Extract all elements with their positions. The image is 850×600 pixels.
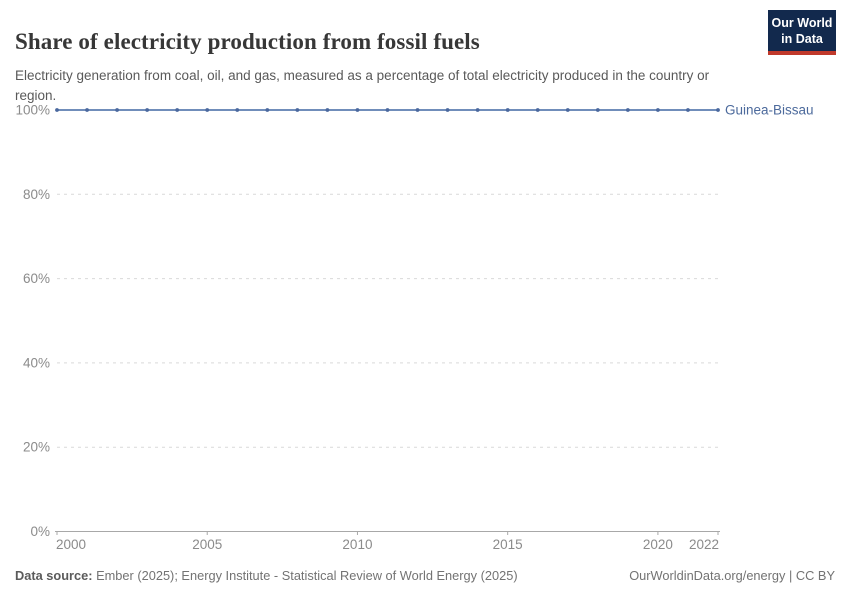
data-point (625, 108, 630, 112)
owid-logo: Our World in Data (768, 10, 836, 55)
data-point (505, 108, 510, 112)
data-point (355, 108, 360, 112)
x-axis-tick-label: 2005 (192, 537, 222, 552)
chart-title: Share of electricity production from fos… (15, 29, 480, 55)
y-axis-tick-label: 100% (15, 103, 50, 118)
series-label: Guinea-Bissau (725, 103, 814, 118)
data-point (415, 108, 420, 112)
y-axis-tick-label: 60% (23, 271, 50, 286)
chart-footer: Data source: Ember (2025); Energy Instit… (15, 568, 835, 583)
x-axis-tick-label: 2015 (493, 537, 523, 552)
owid-logo-line2: in Data (781, 32, 823, 46)
data-point (535, 108, 540, 112)
data-point (475, 108, 480, 112)
data-point (235, 108, 240, 112)
y-axis-tick-label: 0% (30, 524, 50, 539)
x-axis-tick-label: 2022 (689, 537, 719, 552)
data-point (325, 108, 330, 112)
data-point (595, 108, 600, 112)
data-point (385, 108, 390, 112)
y-axis-tick-label: 40% (23, 355, 50, 370)
data-point (565, 108, 570, 112)
y-axis-tick-label: 20% (23, 440, 50, 455)
data-point (85, 108, 89, 112)
data-point (115, 108, 119, 112)
x-axis-tick-label: 2010 (342, 537, 372, 552)
data-point (716, 108, 720, 112)
chart-subtitle: Electricity generation from coal, oil, a… (15, 67, 710, 103)
data-point (686, 108, 690, 112)
data-point (445, 108, 450, 112)
credit-text: OurWorldinData.org/energy | CC BY (629, 568, 835, 583)
data-point (145, 108, 150, 112)
y-axis-tick-label: 80% (23, 187, 50, 202)
data-point (265, 108, 270, 112)
data-point (295, 108, 300, 112)
data-point (205, 108, 210, 112)
data-source-label: Data source: (15, 568, 93, 583)
x-axis-tick-label: 2000 (56, 537, 86, 552)
data-point (55, 108, 59, 112)
data-point (175, 108, 180, 112)
owid-logo-line1: Our World (771, 16, 833, 30)
line-chart-canvas: 0% 20% 40% 60% 80% 100% 2000 2005 2010 2015 2020 20… (15, 103, 814, 553)
data-point (656, 108, 660, 112)
x-axis-tick-label: 2020 (643, 537, 673, 552)
data-source-text: Data source: Ember (2025); Energy Instit… (15, 568, 518, 583)
